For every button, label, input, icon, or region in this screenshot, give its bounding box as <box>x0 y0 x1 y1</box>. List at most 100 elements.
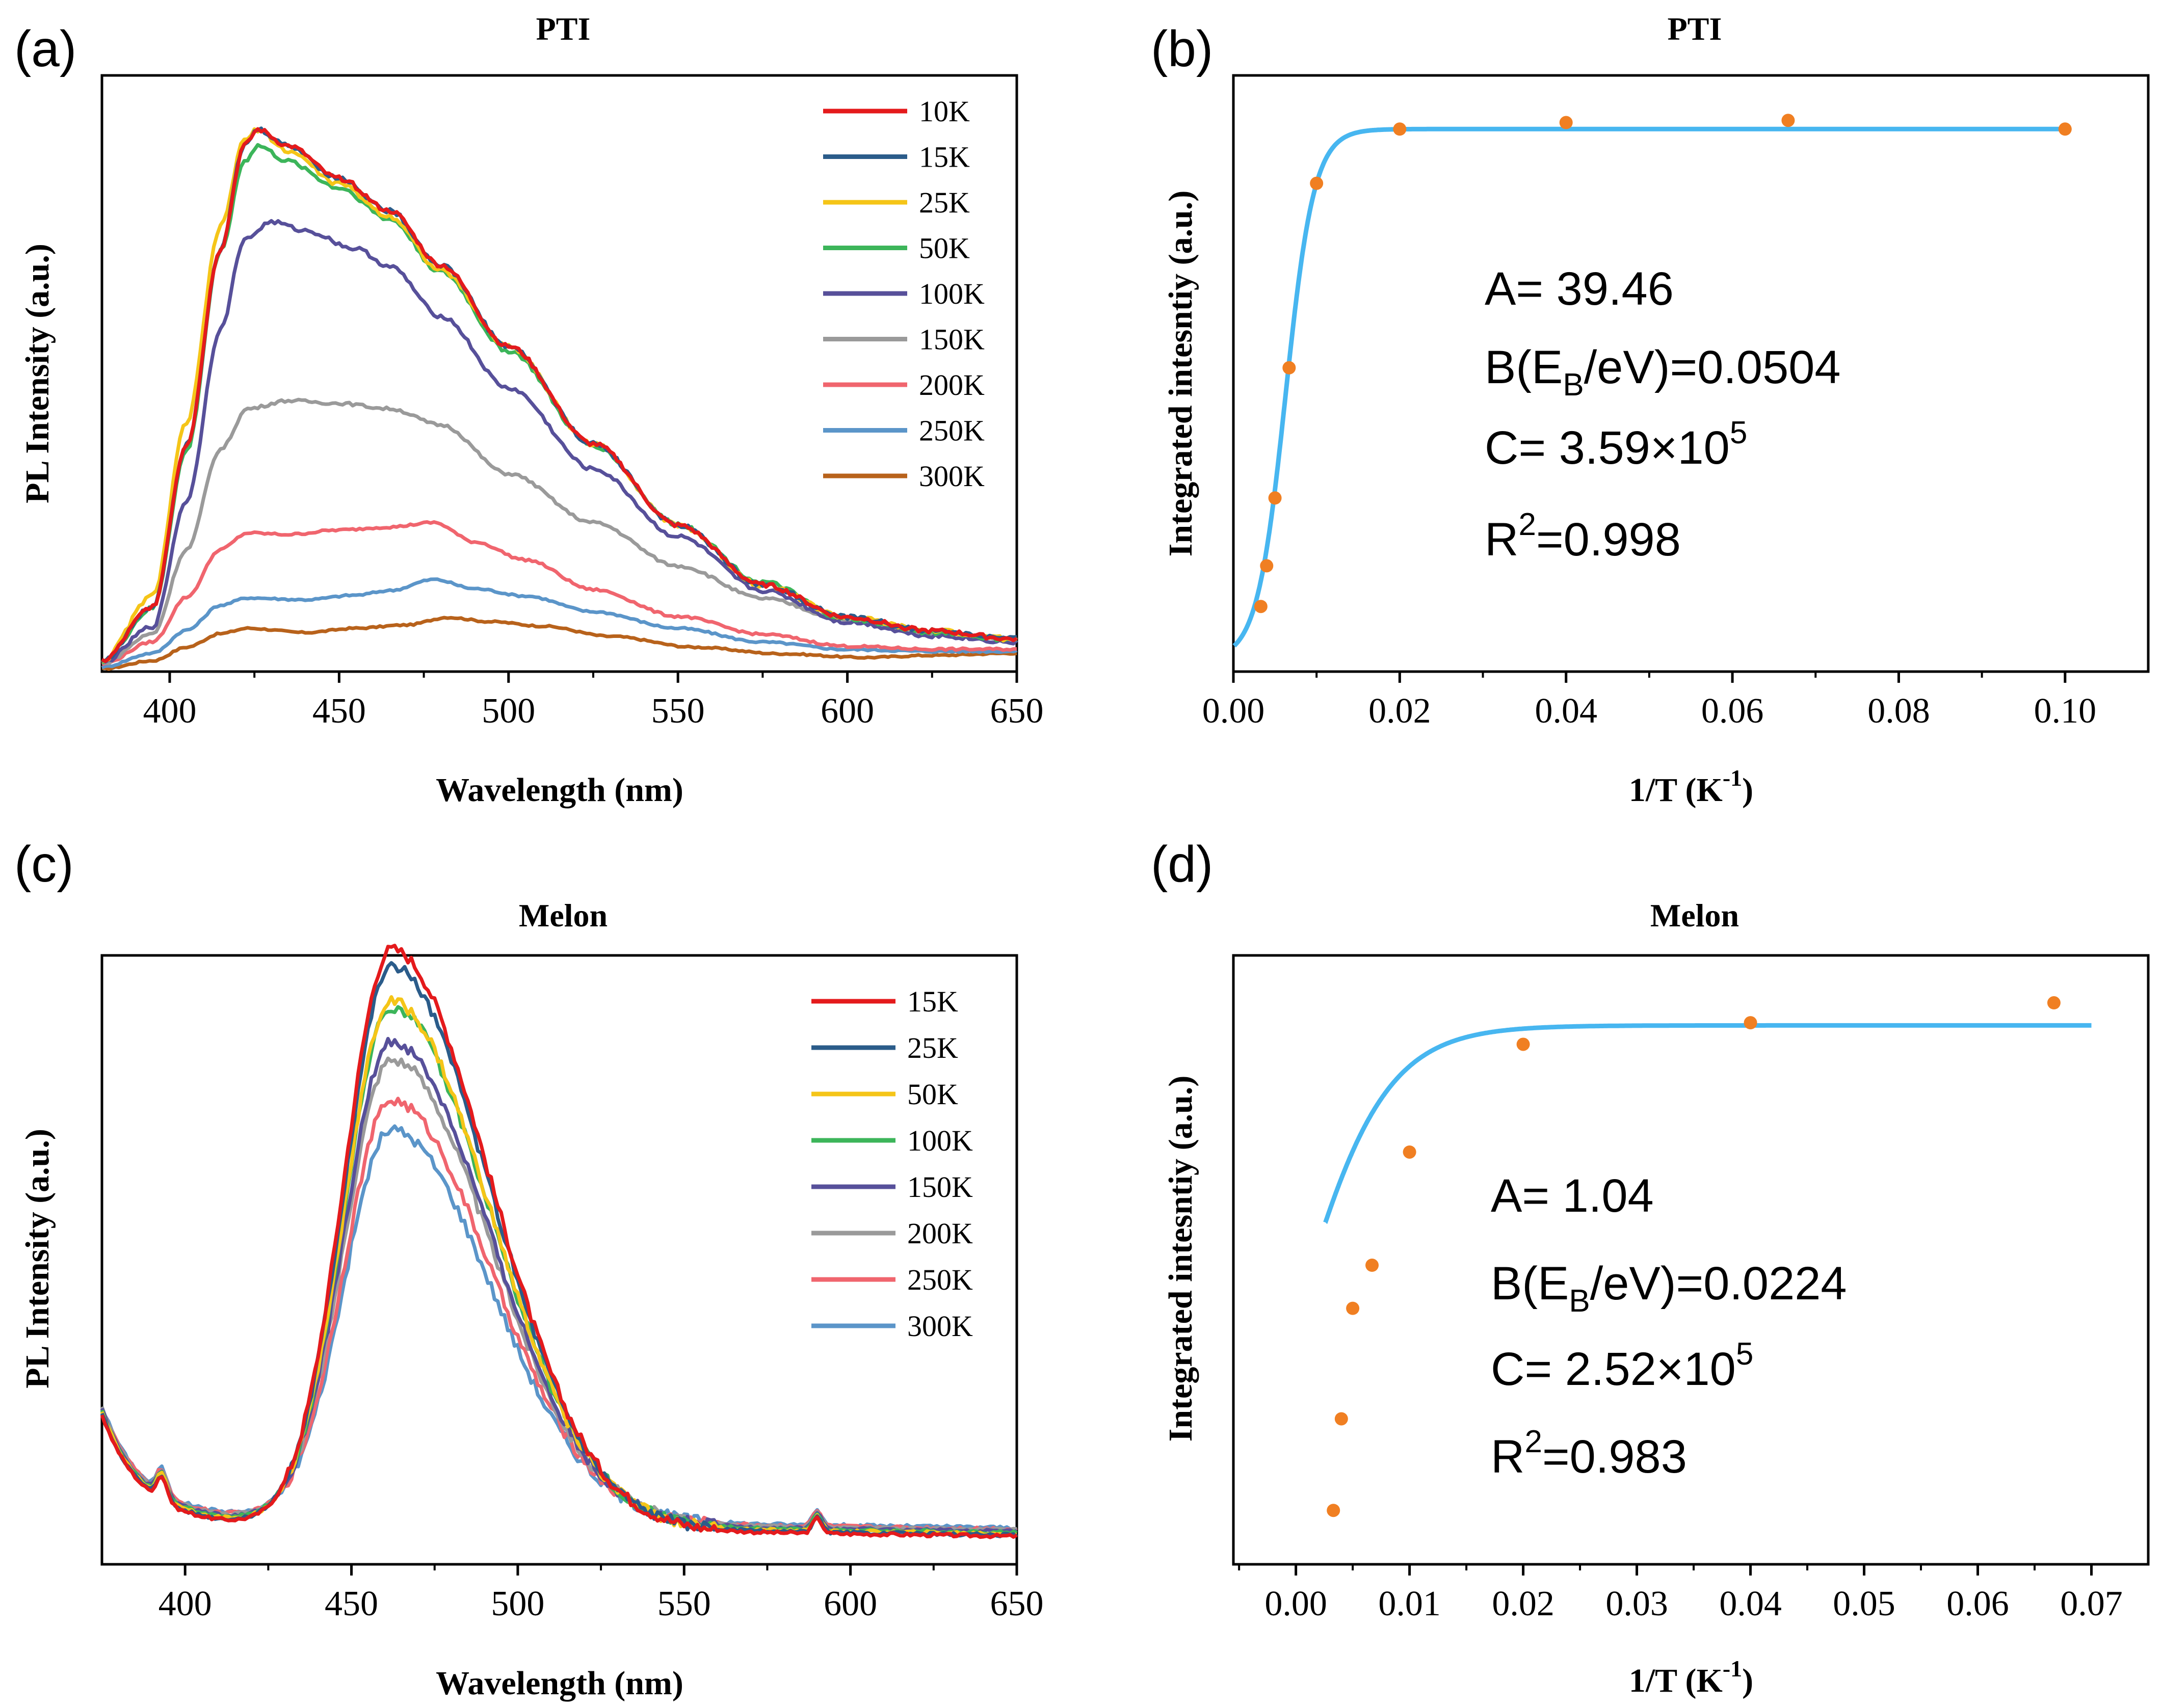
panel-d-point-0 <box>1327 1504 1340 1517</box>
panel-a-series-250k <box>101 577 1018 670</box>
panel-c-legend: 15K 25K 50K 100K 150K 200K 250K 300K <box>811 985 973 1343</box>
panel-d-x-label-main: 1/T (K <box>1629 1662 1723 1699</box>
panel-c-series-150k <box>100 1036 1017 1535</box>
panel-d-tick-label-6: 0.06 <box>1946 1584 2009 1623</box>
panel-c-series-200k <box>100 1056 1017 1533</box>
panel-d-x-label-sup: -1 <box>1723 1656 1742 1682</box>
panel-d-anno-r-post: =0.983 <box>1542 1431 1687 1483</box>
panel-b-anno-r-post: =0.998 <box>1536 514 1681 566</box>
panel-a-series-10k <box>101 127 1018 663</box>
panel-a-series-300k <box>101 616 1017 671</box>
panel-d-point-2 <box>1346 1301 1360 1315</box>
panel-d: (d) Melon 0.00 0.01 0.02 0.03 0.04 0.05 0.06 0.… <box>1151 836 2150 1699</box>
panel-b-point-8 <box>2058 122 2072 136</box>
panel-b-tick-label-4: 0.08 <box>1867 691 1930 731</box>
panel-b-point-6 <box>1559 116 1573 129</box>
panel-a-tick-label-4: 600 <box>821 691 874 731</box>
panel-c-legend-label-200k: 200K <box>907 1217 973 1250</box>
panel-a-tick-label-5: 650 <box>990 691 1044 731</box>
panel-a-legend-label-250k: 250K <box>919 414 985 447</box>
panel-c-series-15k <box>100 944 1018 1539</box>
panel-c-x-ticks: 400 450 500 550 600 650 <box>159 1564 1044 1623</box>
panel-c-tick-label-5: 650 <box>990 1584 1044 1623</box>
panel-a-tick-label-2: 500 <box>482 691 535 731</box>
panel-b-fit-curve <box>1232 126 2065 648</box>
panel-d-tick-label-4: 0.04 <box>1719 1584 1782 1623</box>
panel-a-x-ticks: 400 450 500 550 600 650 <box>143 672 1044 731</box>
panel-c-series-250k <box>100 1097 1018 1532</box>
panel-b-point-0 <box>1254 600 1268 613</box>
panel-c: (c) Melon 400 450 500 550 600 650 15K 25K 50K 10… <box>14 836 1044 1702</box>
panel-d-anno-c-pre: C= 2.52×10 <box>1491 1343 1736 1395</box>
panel-c-tick-label-0: 400 <box>159 1584 212 1623</box>
panel-d-plot-frame <box>1232 954 2150 1566</box>
panel-a-x-label: Wavelength (nm) <box>436 771 683 809</box>
panel-c-legend-label-100k: 100K <box>907 1124 973 1157</box>
panel-a-series-25k <box>101 127 1018 663</box>
panel-b-tick-label-2: 0.04 <box>1535 691 1597 731</box>
panel-a-series-200k <box>101 520 1017 666</box>
panel-c-legend-label-15k: 15K <box>907 985 958 1018</box>
panel-a-y-label: PL Intensity (a.u.) <box>19 244 56 503</box>
panel-d-point-5 <box>1516 1037 1530 1051</box>
panel-a-legend-label-200k: 200K <box>919 368 985 402</box>
panel-a-legend-label-25k: 25K <box>919 186 970 219</box>
panel-a-legend: 10K 15K 25K 50K 100K 150K 200K 250K 300K <box>823 95 985 493</box>
panel-a-legend-label-150k: 150K <box>919 323 985 356</box>
panel-d-anno-r-pre: R <box>1491 1431 1524 1483</box>
panel-d-anno-r: R2=0.983 <box>1491 1424 1687 1483</box>
panel-d-anno-c-sup: 5 <box>1736 1337 1753 1372</box>
panel-b-tick-label-0: 0.00 <box>1202 691 1265 731</box>
panel-c-title: Melon <box>519 897 608 933</box>
panel-a-legend-label-10k: 10K <box>919 95 970 128</box>
panel-d-anno-a: A= 1.04 <box>1491 1170 1654 1222</box>
panel-c-legend-label-300k: 300K <box>907 1310 973 1343</box>
panel-a-legend-label-15k: 15K <box>919 141 970 174</box>
panel-d-x-label-end: ) <box>1742 1662 1753 1699</box>
panel-c-tick-label-3: 550 <box>657 1584 711 1623</box>
panel-b-point-4 <box>1310 176 1324 190</box>
panel-c-y-label: PL Intensity (a.u.) <box>19 1129 56 1389</box>
panel-d-x-label: 1/T (K-1) <box>1629 1656 1753 1699</box>
panel-b-anno-b-pre: B(E <box>1485 341 1563 393</box>
panel-b-x-label-main: 1/T (K <box>1629 771 1723 809</box>
panel-a-tick-label-3: 550 <box>651 691 705 731</box>
panel-b-point-5 <box>1393 122 1407 136</box>
panel-d-tick-label-2: 0.02 <box>1492 1584 1554 1623</box>
panel-d-point-7 <box>2047 996 2061 1010</box>
panel-b-anno-b-post: /eV)=0.0504 <box>1584 341 1841 393</box>
panel-d-fit-line <box>1323 1023 2092 1225</box>
panel-b-point-1 <box>1260 559 1274 573</box>
panel-b-point-2 <box>1268 491 1282 505</box>
panel-d-point-3 <box>1365 1259 1379 1272</box>
panel-d-anno-b-sub: B <box>1569 1284 1590 1319</box>
panel-b-anno-b-sub: B <box>1563 367 1584 403</box>
panel-d-anno-b-post: /eV)=0.0224 <box>1590 1258 1847 1310</box>
panel-b-fit-line <box>1232 126 2065 648</box>
panel-a-title: PTI <box>536 11 591 47</box>
panel-b-anno-r: R2=0.998 <box>1485 507 1681 566</box>
panel-a-legend-label-100k: 100K <box>919 277 985 310</box>
panel-d-fit-curve <box>1323 1023 2092 1225</box>
panel-b-tick-label-1: 0.02 <box>1368 691 1431 731</box>
panel-a-legend-label-50k: 50K <box>919 232 970 265</box>
panel-c-legend-label-25k: 25K <box>907 1031 958 1064</box>
panel-c-legend-label-50k: 50K <box>907 1078 958 1111</box>
panel-b-plot-frame <box>1232 74 2150 673</box>
panel-c-x-label: Wavelength (nm) <box>436 1665 683 1702</box>
panel-b-annotations: A= 39.46 B(EB/eV)=0.0504 C= 3.59×105 R2=… <box>1485 263 1841 566</box>
panel-a-series-50k <box>100 143 1018 664</box>
panel-a-legend-label-300k: 300K <box>919 460 985 493</box>
panel-b-x-label-end: ) <box>1742 771 1753 809</box>
panel-c-tick-label-1: 450 <box>325 1584 378 1623</box>
panel-d-tick-label-3: 0.03 <box>1605 1584 1668 1623</box>
panel-c-tick-label-4: 600 <box>824 1584 877 1623</box>
panel-b-anno-c-sup: 5 <box>1730 415 1747 450</box>
panel-d-tick-label-0: 0.00 <box>1264 1584 1327 1623</box>
panel-d-tick-label-5: 0.05 <box>1833 1584 1895 1623</box>
panel-b-anno-r-pre: R <box>1485 514 1518 566</box>
panel-d-letter: (d) <box>1151 836 1213 893</box>
panel-a-letter: (a) <box>14 20 76 77</box>
panel-b-x-label-sup: -1 <box>1723 765 1742 791</box>
